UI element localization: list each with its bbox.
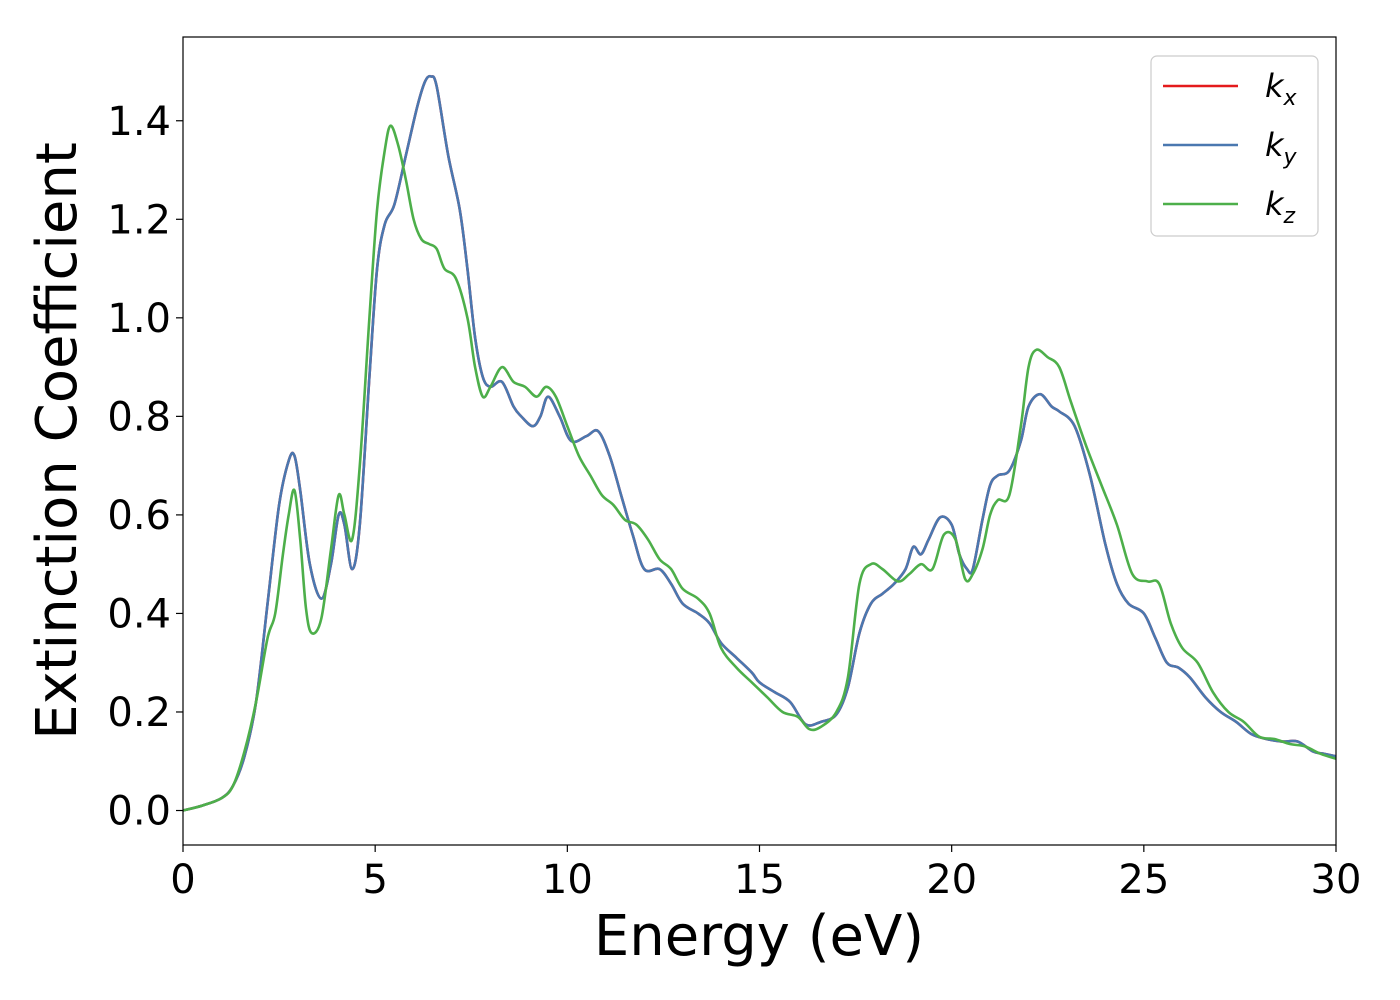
y-tick-label: 0.4 bbox=[107, 591, 171, 637]
y-tick-label: 0.6 bbox=[107, 493, 171, 539]
series-layer bbox=[183, 74, 1336, 812]
y-tick-label: 0.0 bbox=[107, 789, 171, 835]
y-tick-label: 1.0 bbox=[107, 296, 171, 342]
series-line-y bbox=[183, 74, 1336, 812]
x-tick-label: 15 bbox=[734, 857, 785, 903]
x-tick-label: 30 bbox=[1311, 857, 1362, 903]
x-tick-label: 5 bbox=[362, 857, 387, 903]
y-tick-label: 0.8 bbox=[107, 394, 171, 440]
legend-subscript-z: z bbox=[1283, 204, 1296, 229]
x-axis: 0 5 10 15 20 25 30 bbox=[170, 845, 1361, 903]
x-tick-label: 10 bbox=[542, 857, 593, 903]
y-axis-title: Extinction Coefficient bbox=[25, 142, 90, 740]
y-tick-label: 1.2 bbox=[107, 197, 171, 243]
x-tick-label: 0 bbox=[170, 857, 195, 903]
x-tick-label: 20 bbox=[926, 857, 977, 903]
y-tick-label: 0.2 bbox=[107, 690, 171, 736]
series-line-z bbox=[183, 124, 1336, 812]
x-axis-title: Energy (eV) bbox=[594, 904, 924, 969]
y-tick-label: 1.4 bbox=[107, 99, 171, 145]
x-tick-label: 25 bbox=[1118, 857, 1169, 903]
legend-subscript-y: y bbox=[1283, 145, 1298, 170]
legend-subscript-x: x bbox=[1283, 86, 1298, 111]
y-axis: 0.0 0.2 0.4 0.6 0.8 1.0 1.2 1.4 bbox=[107, 99, 183, 835]
